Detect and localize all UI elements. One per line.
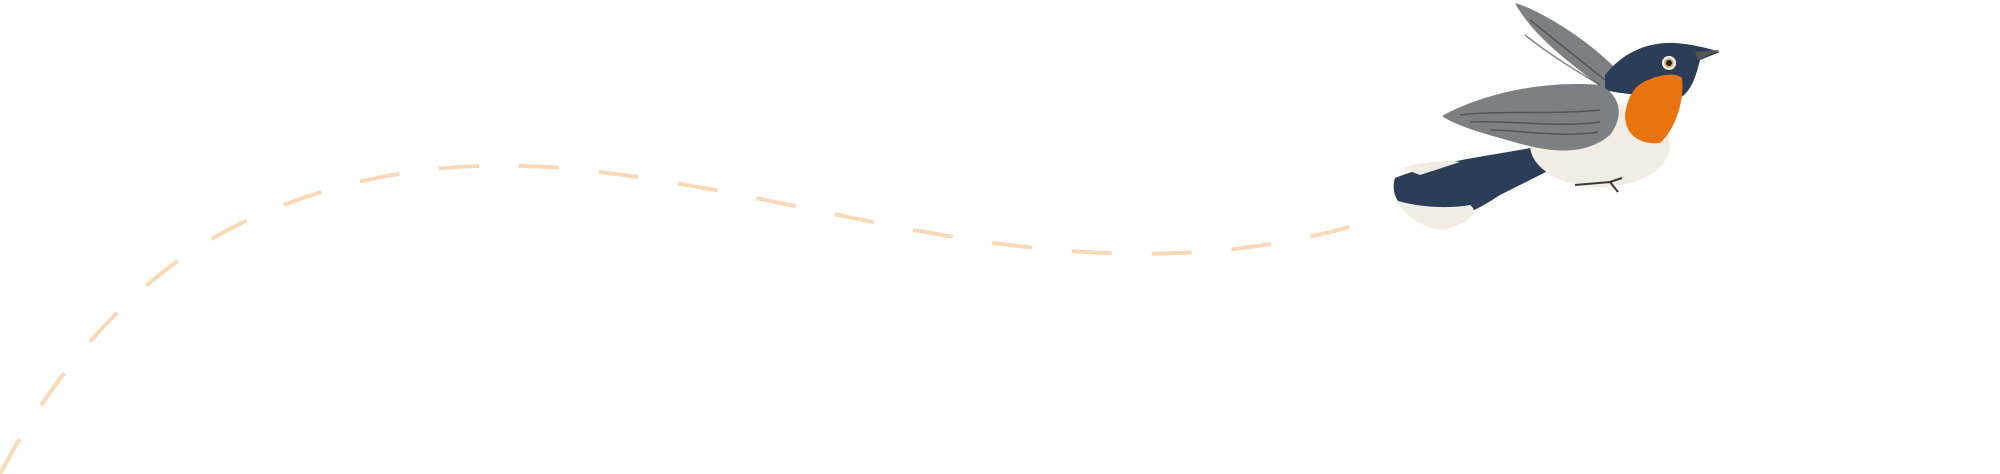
bird-foot [1574,177,1623,193]
bird-throat [1625,74,1683,144]
bird-upper-wing [1515,3,1622,90]
bird-beak [1695,50,1720,60]
bird-head [1605,42,1720,100]
dashed-flight-path [0,163,1361,474]
bird-icon [1393,3,1720,230]
bird-lower-wing [1442,84,1619,151]
bird-tail [1393,145,1560,221]
bird-tail-tip [1395,200,1474,230]
